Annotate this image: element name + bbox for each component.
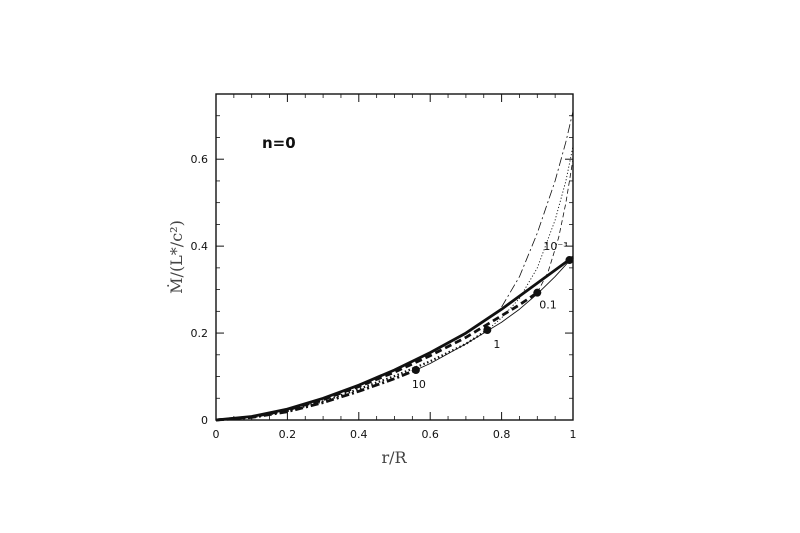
x-tick-label: 0.4 [350,428,368,441]
point-label: 0.1 [539,299,557,312]
series-line-7 [487,146,574,331]
y-tick-label: 0.2 [191,327,209,340]
series-layer [215,111,574,422]
point-label: 1 [493,338,500,351]
x-axis-title: r/R [381,448,407,467]
marker-layer: 10 1 0.1 10⁻³ [411,240,574,391]
point-label: 10⁻³ [543,240,567,253]
point-marker [565,256,574,265]
point-marker [411,366,420,375]
series-line-2 [215,291,539,422]
x-tick-label: 0.2 [279,428,297,441]
series-line-1 [215,255,574,422]
panel-label: n=0 [262,134,296,152]
x-tick-label: 0.6 [421,428,439,441]
y-axis-title: Ṁ/(L*/c²) [166,220,186,294]
series-line-4 [215,368,417,422]
y-tick-label: 0.4 [191,240,209,253]
x-tick-label: 0.8 [493,428,511,441]
x-tick-label: 0 [213,428,220,441]
series-line-6 [501,111,574,308]
series-line-8 [536,159,574,293]
series-line-5 [415,256,574,371]
point-label: 10 [412,378,426,391]
point-marker [483,326,492,335]
point-marker [533,288,542,297]
tick-layer: 0 0.2 0.4 0.6 0.8 100.20.40.6 [191,94,577,441]
x-tick-label: 1 [570,428,577,441]
y-tick-label: 0.6 [191,153,209,166]
y-tick-label: 0 [201,414,208,427]
